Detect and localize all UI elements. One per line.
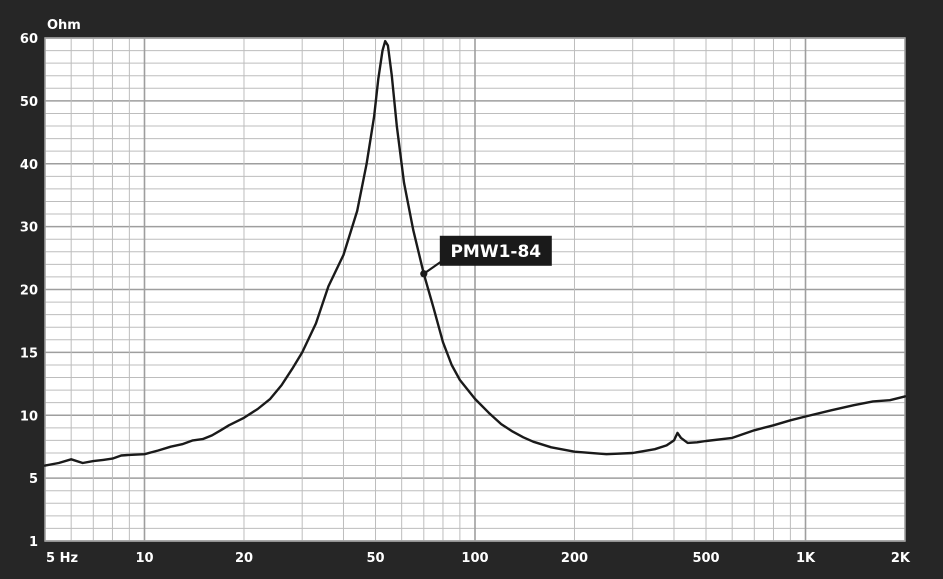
callout-box — [439, 235, 552, 266]
x-tick-label: 100 — [461, 551, 488, 566]
y-tick-label: 1 — [29, 535, 38, 550]
y-tick-label: 50 — [20, 95, 38, 110]
annotation-layer: PMW1-84 — [420, 235, 552, 278]
x-tick-label: 2K — [891, 551, 911, 566]
x-tick-label: 1K — [796, 551, 816, 566]
x-tick-label: 500 — [692, 551, 719, 566]
impedance-series-line — [43, 39, 907, 467]
y-tick-label: 40 — [20, 158, 38, 173]
y-tick-label: 5 — [29, 472, 38, 487]
x-tick-label: 20 — [235, 551, 253, 566]
x-tick-label: 10 — [135, 551, 153, 566]
y-tick-label: 20 — [20, 284, 38, 299]
callout-marker — [420, 270, 428, 278]
x-tick-label: 5 Hz — [46, 551, 78, 566]
y-tick-label: 60 — [20, 32, 38, 47]
plot-border — [44, 37, 906, 542]
series-callout-label: PMW1-84 — [450, 242, 541, 262]
y-tick-label: 30 — [20, 221, 38, 236]
y-tick-label: 15 — [20, 346, 38, 361]
y-axis-unit-label: Ohm — [47, 18, 81, 33]
x-tick-label: 50 — [366, 551, 384, 566]
grid-layer — [44, 37, 906, 542]
x-tick-label: 200 — [561, 551, 588, 566]
y-tick-label: 10 — [20, 409, 38, 424]
